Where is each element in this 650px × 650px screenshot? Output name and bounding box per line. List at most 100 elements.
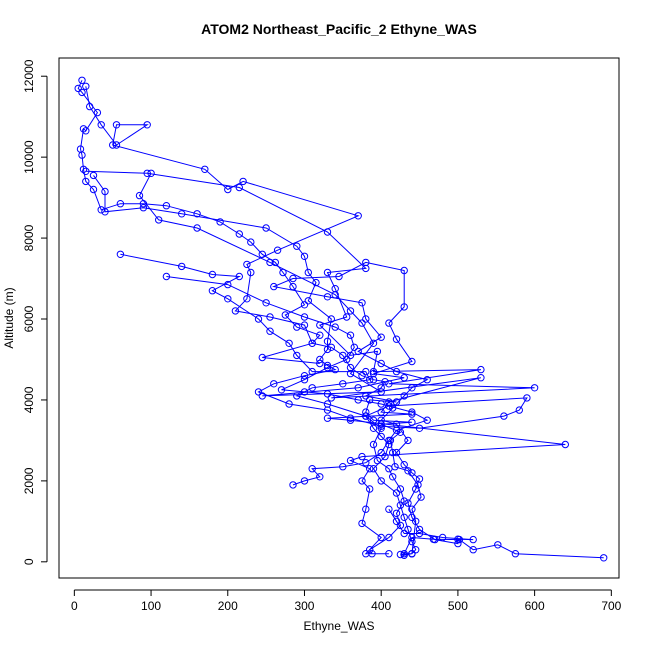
data-point [339,463,347,471]
data-point [235,272,244,281]
data-point [270,282,278,291]
data-point [469,535,477,544]
y-tick-label: 0 [22,558,36,565]
data-point [78,76,86,85]
data-point [350,343,358,351]
data-point [346,414,355,422]
data-point [415,525,424,534]
data-point [377,422,385,430]
series-group [116,250,420,558]
data-point [97,121,105,129]
data-point [408,384,416,392]
data-point [408,505,416,513]
x-tick-label: 200 [218,599,238,613]
x-axis: 0 100 200 300 400 500 600 700 [71,589,622,613]
data-point [354,212,362,220]
data-point [289,481,297,489]
data-point [304,297,312,305]
data-point [208,287,217,295]
data-point [408,550,416,558]
data-point [331,291,339,299]
data-point [101,208,109,216]
data-point [404,525,412,534]
data-point [143,169,151,178]
data-point [323,337,332,345]
data-point [308,367,316,376]
data-point [247,268,255,277]
data-point [300,477,309,485]
data-point [300,252,309,260]
series-line [93,175,528,554]
data-point [377,400,385,408]
data-point [247,238,255,246]
data-point [408,513,416,521]
data-point [523,394,531,402]
data-point [82,177,90,186]
data-point [162,272,171,281]
data-point [377,424,385,432]
data-point [412,546,420,554]
data-point [89,185,98,194]
data-point [389,473,397,481]
data-point [385,402,393,410]
data-point [561,440,569,449]
data-point [139,204,148,212]
data-point [231,307,240,315]
data-point [339,380,347,388]
y-axis-label: Altitude (m) [2,287,16,348]
data-point [178,262,186,271]
data-point [511,550,520,558]
data-point [400,497,408,505]
data-point [300,301,309,309]
data-point [408,469,416,477]
data-point [377,388,385,396]
data-point [346,351,355,360]
plot-frame [58,57,620,579]
data-point [494,541,502,549]
data-point [323,228,332,236]
data-point [385,436,393,445]
data-point [358,319,366,327]
data-point [354,384,362,392]
x-tick-label: 100 [141,599,161,613]
data-point [304,268,312,277]
data-point [323,363,332,372]
y-tick-label: 2000 [22,467,36,494]
data-point [79,125,88,133]
data-point [404,467,412,475]
data-point [385,533,393,542]
data-point [369,465,378,473]
data-point [93,108,102,117]
data-point [266,258,274,267]
data-point [415,424,424,432]
data-point [600,554,608,562]
data-point [82,167,90,176]
data-point [454,535,462,543]
data-point [392,335,401,343]
data-point [358,299,366,307]
y-tick-label: 12000 [22,59,36,93]
x-tick-label: 300 [294,599,314,613]
data-point [392,367,401,376]
data-point [300,313,309,321]
data-point [235,183,244,192]
data-point [408,408,416,416]
data-point [300,321,309,329]
data-point [82,127,90,135]
data-point [408,537,416,546]
data-point [308,339,316,347]
data-point [377,448,385,457]
data-point [362,459,370,467]
data-point [362,367,370,376]
data-point [271,258,279,267]
data-point [392,489,401,497]
data-point [208,270,217,279]
data-point [366,546,374,554]
data-point [258,392,266,400]
data-point [400,529,408,538]
data-point [392,517,401,525]
data-point [273,246,282,254]
data-point [423,416,431,424]
data-point [266,327,274,335]
data-point [289,274,297,283]
